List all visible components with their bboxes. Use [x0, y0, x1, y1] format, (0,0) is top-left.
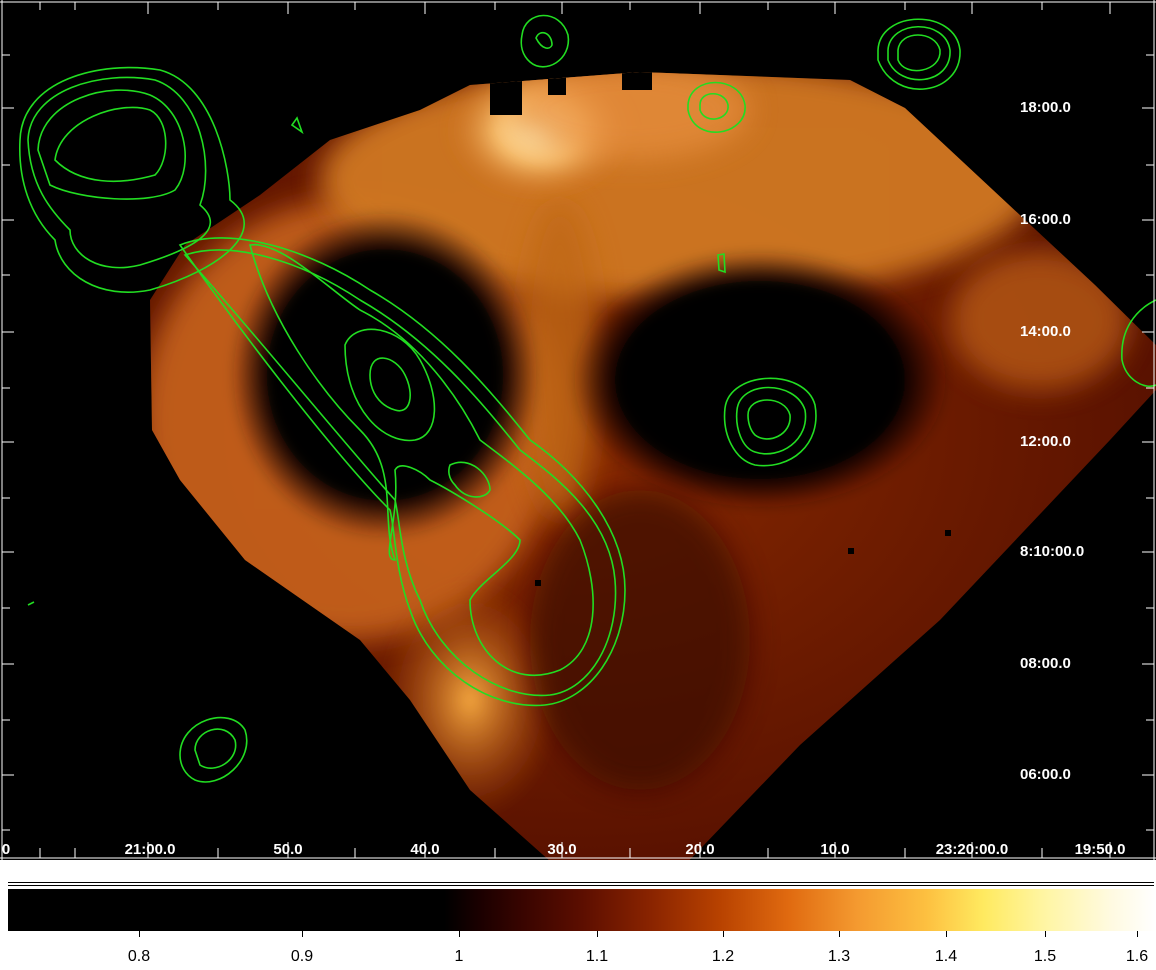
colorbar-label: 1: [454, 948, 464, 965]
colorbar-label: 0.9: [290, 948, 314, 965]
colorbar: 0.8 0.9 1 1.1 1.2 1.3 1.4 1.5 1.6: [0, 870, 1156, 970]
dark-pixel: [848, 548, 854, 554]
dec-label: 14:00.0: [1020, 323, 1071, 340]
dec-label: 08:00.0: [1020, 655, 1071, 672]
colorbar-tick: [946, 931, 947, 937]
emission-field: [150, 72, 1156, 860]
colorbar-gradient: [8, 889, 1156, 931]
ra-label: 50.0: [273, 841, 303, 858]
dec-label: 06:00.0: [1020, 766, 1071, 783]
colorbar-tick: [723, 931, 724, 937]
colorbar-tick: [1137, 931, 1138, 937]
dec-label: 8:10:00.0: [1020, 543, 1085, 560]
colorbar-tick: [1045, 931, 1046, 937]
colorbar-label: 1.2: [711, 948, 735, 965]
dark-pixel: [535, 580, 541, 586]
ra-label: 30.0: [547, 841, 577, 858]
colorbar-border: [8, 882, 1154, 883]
dec-label: 16:00.0: [1020, 211, 1071, 228]
colorbar-label: 1.6: [1125, 948, 1149, 965]
colorbar-label: 0.8: [127, 948, 151, 965]
dec-label: 18:00.0: [1020, 99, 1071, 116]
colorbar-label: 1.5: [1033, 948, 1057, 965]
colorbar-tick: [459, 931, 460, 937]
sky-map-image: [0, 0, 1156, 860]
colorbar-label: 1.4: [934, 948, 958, 965]
colorbar-tick: [597, 931, 598, 937]
dec-label: 12:00.0: [1020, 433, 1071, 450]
colorbar-label: 1.1: [585, 948, 609, 965]
colorbar-label: 1.3: [827, 948, 851, 965]
axis-ticks: [0, 0, 1156, 860]
colorbar-tick: [839, 931, 840, 937]
ra-label: 21:00.0: [124, 841, 176, 858]
ra-label: 0: [1, 841, 11, 858]
ra-label: 10.0: [820, 841, 850, 858]
colorbar-border: [8, 885, 1154, 886]
ra-label: 20.0: [685, 841, 715, 858]
ra-label: 40.0: [410, 841, 440, 858]
radio-contours: [19, 14, 1156, 783]
colorbar-tick: [302, 931, 303, 937]
colorbar-tick: [139, 931, 140, 937]
dark-pixel: [945, 530, 951, 536]
ra-label: 19:50.0: [1074, 841, 1126, 858]
ra-label: 23:20:00.0: [935, 841, 1009, 858]
